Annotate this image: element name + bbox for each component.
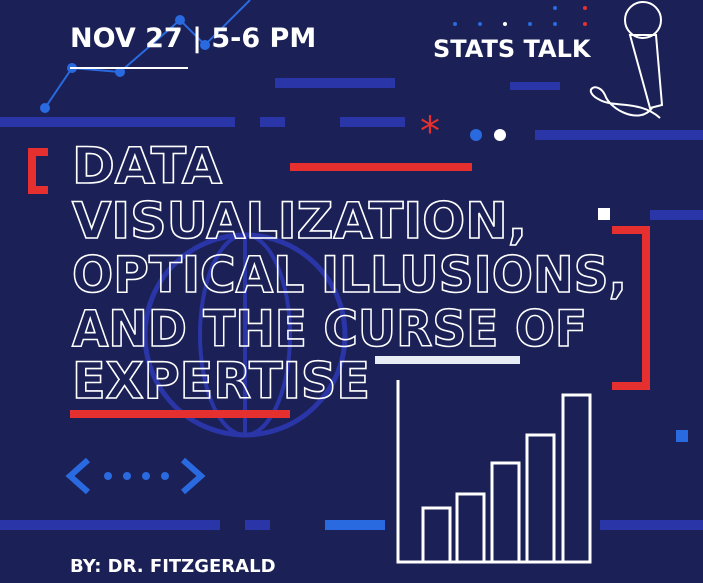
title-line: AND THE CURSE OF	[72, 300, 587, 358]
title-line: VISUALIZATION,	[72, 192, 527, 250]
bracket	[612, 226, 650, 390]
red-bar	[290, 163, 472, 171]
bar-chart-decor	[396, 380, 592, 564]
title-line: DATA	[72, 137, 222, 195]
microphone	[589, 1, 664, 119]
title-line: OPTICAL ILLUSIONS,	[72, 246, 627, 304]
speaker: BY: DR. FITZGERALD	[70, 556, 276, 577]
dots-decor	[453, 6, 587, 26]
arrows-decor	[65, 457, 206, 495]
white-bar	[375, 356, 520, 364]
red-bar	[70, 410, 290, 418]
date: NOV 27 | 5-6 PM	[70, 23, 316, 54]
title-line: EXPERTISE	[72, 352, 370, 410]
asterisk: *	[420, 109, 440, 155]
decor	[0, 78, 703, 530]
bracket	[28, 148, 48, 194]
line-chart-decor	[40, 0, 251, 113]
series-name: STATS TALK	[433, 35, 592, 63]
